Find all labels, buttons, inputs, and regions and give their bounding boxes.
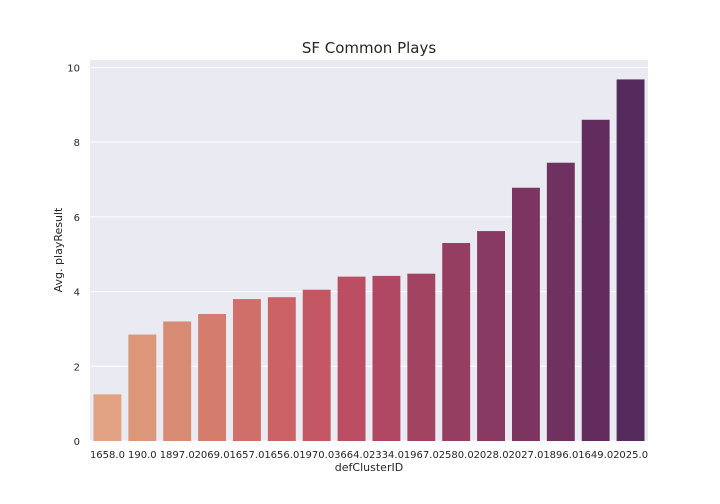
bar-1658.0 [93,394,122,441]
y-tick-label: 2 [74,362,80,373]
bar-3664.0 [337,276,366,441]
x-tick-label: 1896.0 [543,450,578,461]
bar-2334.0 [372,275,401,441]
x-tick-label: 1657.0 [229,450,264,461]
bar-190.0 [128,334,157,441]
x-tick-label: 2025.0 [613,450,648,461]
bar-1896.0 [546,162,575,441]
bar-2069.0 [198,314,227,441]
y-tick-label: 10 [67,63,80,74]
y-tick-label: 0 [74,437,80,448]
bar-1656.0 [267,297,296,441]
bars [93,79,645,442]
bar-1897.0 [163,321,192,441]
x-tick-label: 2027.0 [508,450,543,461]
bar-2580.0 [442,243,471,441]
x-tick-label: 2028.0 [474,450,509,461]
x-tick-label: 3664.0 [334,450,369,461]
x-tick-label: 2334.0 [369,450,404,461]
bar-2027.0 [511,187,540,441]
x-tick-label: 1649.0 [578,450,613,461]
bar-2028.0 [477,231,506,441]
x-tick-label: 2069.0 [195,450,230,461]
y-axis-label: Avg. playResult [52,207,65,292]
y-tick-label: 4 [74,288,80,299]
bar-2025.0 [616,79,645,442]
bar-1970.0 [302,289,331,441]
x-tick-label: 190.0 [128,450,157,461]
x-tick-label: 1658.0 [90,450,125,461]
x-tick-label: 1967.0 [404,450,439,461]
y-tick-label: 8 [74,138,80,149]
y-tick-label: 6 [74,213,80,224]
x-tick-label: 2580.0 [439,450,474,461]
x-tick-label: 1897.0 [160,450,195,461]
y-axis-ticks: 0 2 4 6 8 10 [67,63,80,448]
x-axis-label: defClusterID [335,461,403,474]
x-axis-ticks: 1658.0 190.0 1897.0 2069.0 1657.0 1656.0 1970.… [90,450,648,461]
bar-1649.0 [581,119,610,441]
x-tick-label: 1656.0 [264,450,299,461]
bar-1967.0 [407,273,436,441]
bar-1657.0 [232,299,261,441]
chart-title: SF Common Plays [302,39,437,57]
x-tick-label: 1970.0 [299,450,334,461]
